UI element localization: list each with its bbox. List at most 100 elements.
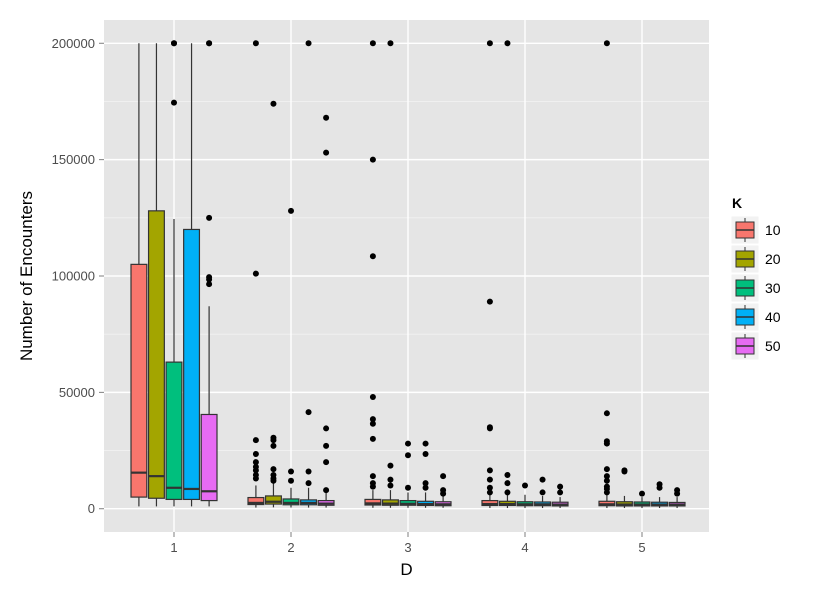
outlier-point bbox=[440, 473, 447, 480]
outlier-point bbox=[405, 484, 411, 491]
boxplot-K20-D2 bbox=[264, 100, 282, 508]
outlier-point bbox=[504, 480, 511, 487]
x-tick-label: 4 bbox=[521, 540, 528, 555]
boxplot-K50-D1 bbox=[200, 40, 218, 507]
boxplot-K50-D3 bbox=[434, 473, 452, 508]
outlier-point bbox=[522, 482, 528, 489]
legend-label: 30 bbox=[765, 280, 781, 296]
outlier-point bbox=[171, 99, 177, 106]
outlier-point bbox=[206, 214, 213, 221]
outlier-point bbox=[639, 490, 645, 497]
box bbox=[264, 495, 282, 505]
outlier-point bbox=[387, 462, 394, 469]
outlier-point bbox=[252, 451, 259, 458]
outlier-point bbox=[369, 156, 376, 163]
outlier-point bbox=[422, 480, 429, 487]
outlier-point bbox=[674, 490, 681, 497]
legend-title: K bbox=[732, 195, 742, 211]
y-tick-label: 200000 bbox=[52, 36, 95, 51]
outlier-point bbox=[621, 468, 628, 475]
outlier-point bbox=[486, 489, 493, 496]
outlier-point bbox=[369, 394, 376, 401]
y-tick-label: 100000 bbox=[52, 269, 95, 284]
outlier-point bbox=[323, 114, 330, 121]
y-tick-label: 150000 bbox=[52, 152, 95, 167]
boxplot-K50-D4 bbox=[551, 483, 569, 509]
outlier-point bbox=[486, 425, 493, 432]
outlier-point bbox=[323, 425, 330, 432]
x-axis: 1 2 3 4 5 bbox=[170, 532, 646, 555]
boxplot-K20-D5 bbox=[615, 467, 633, 509]
boxplot-K30-D3 bbox=[399, 440, 417, 508]
boxplot-K40-D1 bbox=[183, 43, 201, 507]
boxplot-K30-D1 bbox=[165, 40, 183, 507]
outlier-point bbox=[305, 468, 312, 475]
outlier-point bbox=[323, 149, 330, 156]
outlier-point bbox=[603, 410, 610, 417]
boxplot-K20-D3 bbox=[381, 40, 399, 508]
outlier-point bbox=[603, 466, 610, 473]
boxplot-K40-D5 bbox=[651, 481, 669, 509]
outlier-point bbox=[603, 489, 610, 496]
outlier-point bbox=[369, 435, 376, 442]
outlier-point bbox=[270, 442, 277, 449]
outlier-point bbox=[486, 467, 493, 474]
outlier-point bbox=[323, 487, 330, 494]
boxplot-K40-D3 bbox=[417, 440, 435, 508]
boxplot-K10-D3 bbox=[364, 40, 382, 508]
outlier-point bbox=[486, 484, 493, 491]
y-tick-label: 0 bbox=[88, 501, 95, 516]
x-tick-label: 5 bbox=[638, 540, 645, 555]
outlier-point bbox=[603, 473, 610, 480]
outlier-point bbox=[270, 100, 277, 107]
boxplot-K50-D2 bbox=[317, 114, 335, 508]
boxplot-K10-D5 bbox=[598, 40, 616, 509]
boxplots bbox=[130, 40, 686, 509]
x-tick-label: 1 bbox=[170, 540, 177, 555]
outlier-point bbox=[252, 467, 259, 474]
boxplot-K20-D1 bbox=[147, 43, 165, 507]
legend-item-10: 10 bbox=[730, 215, 781, 245]
outlier-point bbox=[252, 459, 259, 466]
y-tick-label: 50000 bbox=[59, 385, 95, 400]
outlier-point bbox=[504, 40, 511, 47]
outlier-point bbox=[422, 440, 429, 447]
outlier-point bbox=[171, 40, 177, 47]
outlier-point bbox=[557, 489, 564, 496]
outlier-point bbox=[387, 482, 394, 489]
outlier-point bbox=[206, 281, 213, 288]
boxplot-K10-D4 bbox=[481, 40, 499, 509]
outlier-point bbox=[603, 440, 610, 447]
outlier-point bbox=[323, 442, 330, 449]
outlier-point bbox=[557, 483, 564, 490]
outlier-point bbox=[270, 437, 277, 444]
boxplot-K30-D2 bbox=[282, 207, 300, 508]
outlier-point bbox=[305, 480, 312, 487]
outlier-point bbox=[369, 420, 376, 427]
legend-item-30: 30 bbox=[730, 273, 781, 303]
legend: K 10 20 30 40 50 bbox=[730, 195, 781, 361]
outlier-point bbox=[270, 466, 277, 473]
legend-label: 50 bbox=[765, 338, 781, 354]
outlier-point bbox=[387, 40, 394, 47]
outlier-point bbox=[486, 298, 493, 305]
outlier-point bbox=[252, 475, 259, 482]
outlier-point bbox=[422, 484, 429, 491]
boxplot-K20-D4 bbox=[498, 40, 516, 509]
boxplot-K40-D4 bbox=[534, 476, 552, 509]
y-axis: 0 50000 100000 150000 200000 bbox=[52, 36, 104, 516]
box bbox=[364, 498, 382, 506]
boxplot-K30-D5 bbox=[633, 490, 651, 509]
outlier-point bbox=[387, 476, 394, 483]
outlier-point bbox=[656, 484, 663, 491]
boxplot-K10-D2 bbox=[247, 40, 265, 508]
outlier-point bbox=[504, 489, 511, 496]
boxplot-K50-D5 bbox=[668, 487, 686, 509]
legend-item-50: 50 bbox=[730, 331, 781, 361]
outlier-point bbox=[603, 477, 610, 484]
outlier-point bbox=[252, 40, 259, 47]
outlier-point bbox=[206, 40, 213, 47]
outlier-point bbox=[369, 40, 376, 47]
outlier-point bbox=[539, 489, 546, 496]
